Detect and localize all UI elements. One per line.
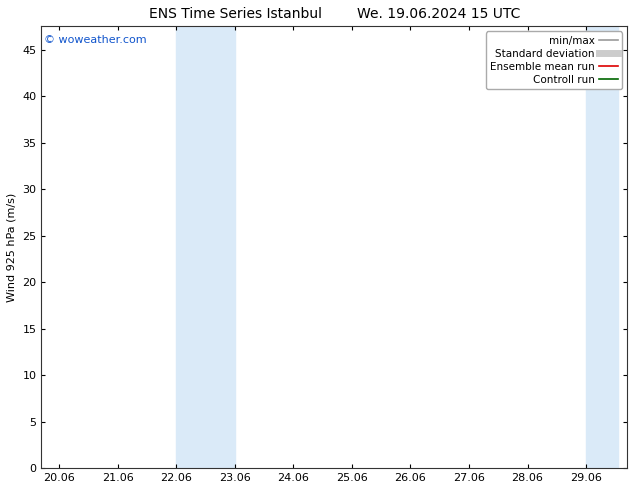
Y-axis label: Wind 925 hPa (m/s): Wind 925 hPa (m/s) xyxy=(7,193,17,302)
Text: © woweather.com: © woweather.com xyxy=(44,35,147,45)
Title: ENS Time Series Istanbul        We. 19.06.2024 15 UTC: ENS Time Series Istanbul We. 19.06.2024 … xyxy=(148,7,520,21)
Bar xyxy=(586,26,618,468)
Bar xyxy=(176,26,235,468)
Legend: min/max, Standard deviation, Ensemble mean run, Controll run: min/max, Standard deviation, Ensemble me… xyxy=(486,31,622,89)
